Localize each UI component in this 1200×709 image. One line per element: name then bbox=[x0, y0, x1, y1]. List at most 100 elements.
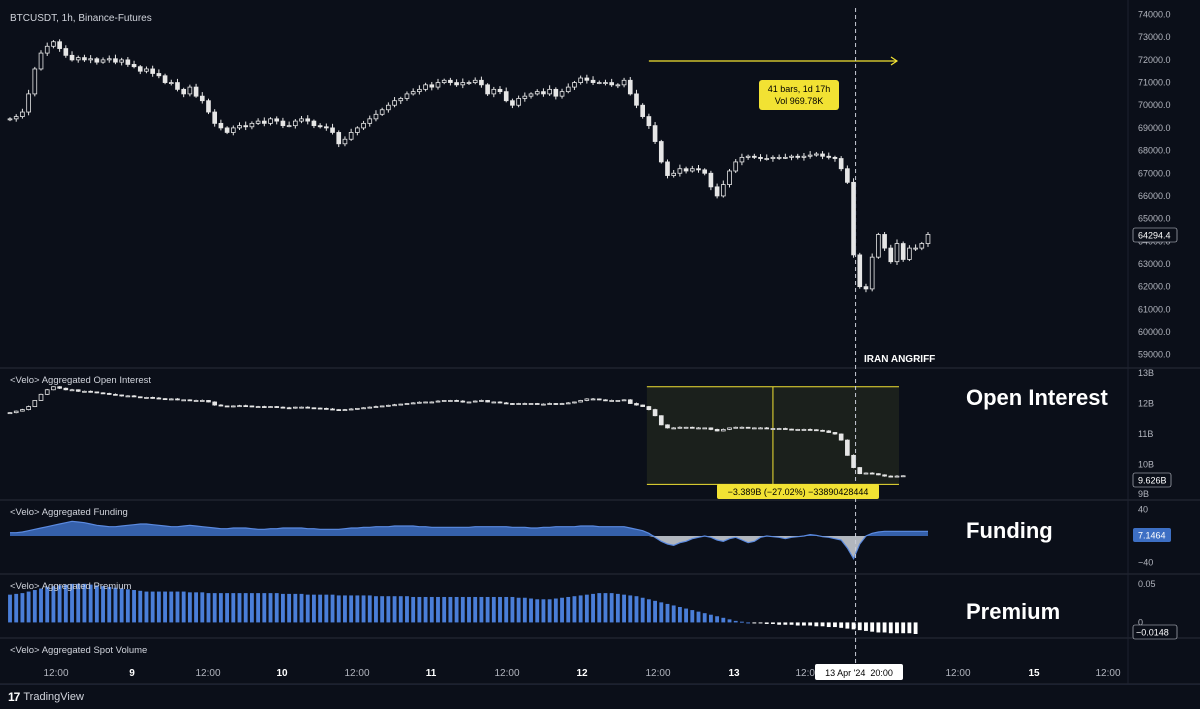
premium-bar bbox=[653, 600, 658, 623]
price-candle bbox=[125, 59, 131, 65]
premium-bar bbox=[349, 595, 354, 623]
price-candle bbox=[100, 59, 106, 63]
price-candle bbox=[565, 86, 571, 93]
oi-candle bbox=[299, 406, 304, 409]
price-candle bbox=[57, 41, 62, 49]
premium-bar bbox=[783, 622, 788, 625]
premium-bar bbox=[752, 622, 757, 624]
oi-candle bbox=[658, 415, 664, 426]
premium-bar bbox=[262, 593, 267, 623]
time-tick-label: 12:00 bbox=[43, 668, 68, 679]
oi-tick-label: 11B bbox=[1138, 429, 1153, 439]
oi-candle bbox=[739, 426, 745, 429]
premium-bar bbox=[634, 596, 639, 623]
price-candle bbox=[776, 156, 782, 159]
oi-candle bbox=[764, 427, 770, 430]
price-candle bbox=[63, 48, 69, 56]
premium-tick-label: 0 bbox=[1138, 617, 1143, 627]
price-candle bbox=[274, 118, 280, 122]
premium-last-value: −0.0148 bbox=[1136, 628, 1169, 638]
premium-bar bbox=[851, 622, 856, 630]
premium-bar bbox=[119, 588, 124, 623]
oi-candle bbox=[708, 427, 714, 430]
price-candle bbox=[820, 153, 825, 157]
price-candle bbox=[373, 113, 379, 120]
premium-bar bbox=[442, 596, 447, 623]
premium-bar bbox=[684, 608, 689, 623]
premium-bar bbox=[913, 622, 918, 634]
premium-bar bbox=[640, 597, 645, 623]
time-tick-label: 12 bbox=[576, 668, 588, 679]
premium-bar bbox=[293, 593, 298, 623]
price-candle bbox=[733, 161, 739, 172]
open-interest-big-label: Open Interest bbox=[966, 385, 1108, 410]
price-candle bbox=[44, 45, 50, 54]
oi-candle bbox=[702, 427, 708, 430]
oi-candle bbox=[373, 406, 379, 408]
price-candle bbox=[311, 120, 317, 127]
funding-area bbox=[10, 520, 928, 561]
funding-negative-area bbox=[10, 536, 928, 559]
premium-pane-title[interactable]: <Velo> Aggregated Premium bbox=[10, 581, 132, 592]
price-tick-label: 60000.0 bbox=[1138, 327, 1171, 337]
price-candle bbox=[162, 75, 168, 83]
symbol-title[interactable]: BTCUSDT, 1h, Binance-Futures bbox=[10, 13, 152, 24]
premium-bar bbox=[169, 591, 174, 623]
price-candle bbox=[869, 256, 875, 290]
oi-candle bbox=[448, 400, 453, 402]
price-candle bbox=[516, 98, 521, 106]
oi-candle bbox=[410, 402, 416, 405]
price-candle bbox=[355, 127, 360, 133]
price-candle bbox=[838, 158, 844, 170]
tradingview-brand[interactable]: 17 TradingView bbox=[8, 690, 84, 704]
oi-candle bbox=[665, 424, 670, 429]
price-candle bbox=[94, 58, 100, 63]
oi-pane-title[interactable]: <Velo> Aggregated Open Interest bbox=[10, 375, 151, 386]
premium-bar bbox=[888, 622, 893, 634]
oi-candle bbox=[609, 400, 614, 402]
funding-pane-title[interactable]: <Velo> Aggregated Funding bbox=[10, 507, 128, 518]
premium-bar bbox=[535, 599, 540, 623]
oi-candle bbox=[274, 406, 280, 408]
premium-bar bbox=[206, 593, 211, 623]
price-candle bbox=[888, 247, 894, 263]
price-candle bbox=[479, 79, 484, 86]
oi-candle bbox=[845, 439, 850, 456]
oi-candle bbox=[758, 427, 763, 430]
oi-candle bbox=[485, 400, 490, 403]
oi-candle bbox=[423, 401, 428, 404]
oi-candle bbox=[379, 405, 385, 408]
oi-candle bbox=[187, 399, 193, 402]
price-candle bbox=[299, 118, 304, 122]
premium-bar bbox=[14, 593, 19, 623]
oi-candle bbox=[634, 403, 639, 406]
price-candle bbox=[646, 116, 652, 127]
price-candle bbox=[410, 91, 416, 95]
premium-bar bbox=[63, 584, 68, 623]
price-candle bbox=[807, 154, 813, 157]
premium-bar bbox=[175, 591, 180, 623]
premium-bar bbox=[20, 593, 25, 623]
oi-candle bbox=[689, 426, 695, 429]
price-candle bbox=[113, 58, 118, 63]
time-tick-label: 12:00 bbox=[494, 668, 519, 679]
oi-candle bbox=[131, 395, 137, 398]
oi-candle bbox=[826, 430, 832, 433]
premium-bar bbox=[578, 595, 583, 623]
premium-bar bbox=[646, 599, 651, 623]
premium-bar bbox=[107, 586, 112, 623]
premium-bar bbox=[864, 622, 868, 631]
price-candle bbox=[230, 127, 236, 133]
price-candles bbox=[7, 39, 931, 293]
oi-candle bbox=[801, 429, 807, 431]
price-candle bbox=[75, 57, 81, 61]
oi-candle bbox=[286, 407, 292, 410]
oi-candle bbox=[51, 386, 56, 391]
price-candle bbox=[181, 88, 186, 95]
oi-candle bbox=[193, 400, 199, 402]
spot-volume-pane-title[interactable]: <Velo> Aggregated Spot Volume bbox=[10, 645, 147, 656]
premium-bar bbox=[70, 583, 74, 623]
funding-line bbox=[10, 520, 928, 561]
oi-candle bbox=[224, 405, 230, 408]
